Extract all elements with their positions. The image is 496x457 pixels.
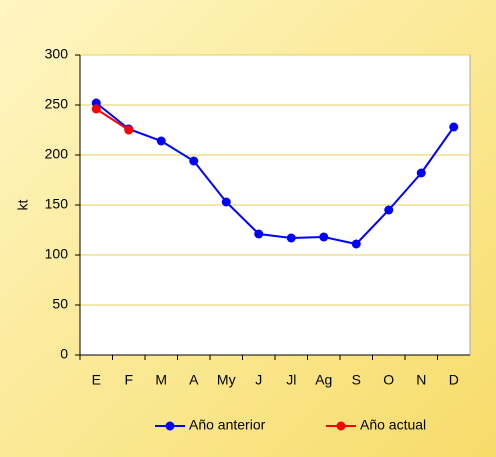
y-tick-label: 300 [45, 46, 69, 62]
x-tick-label: S [352, 372, 361, 388]
legend-marker [336, 421, 346, 431]
legend-marker [165, 421, 175, 431]
x-tick-label: My [217, 372, 236, 388]
data-point [91, 104, 101, 114]
data-point [286, 233, 296, 243]
x-tick-label: J [255, 372, 262, 388]
data-point [384, 205, 394, 215]
series-line [95, 108, 130, 131]
y-tick-label: 150 [45, 196, 69, 212]
x-tick-label: M [155, 372, 167, 388]
legend-label: Año actual [360, 417, 426, 433]
legend-label: Año anterior [189, 417, 266, 433]
data-point [351, 239, 361, 249]
y-tick-label: 250 [45, 96, 69, 112]
x-tick-label: E [92, 372, 101, 388]
y-tick-label: 0 [60, 346, 68, 362]
y-tick-label: 100 [45, 246, 69, 262]
y-tick-label: 200 [45, 146, 69, 162]
data-point [189, 156, 199, 166]
data-point [254, 229, 264, 239]
x-tick-label: O [383, 372, 394, 388]
data-point [416, 168, 426, 178]
x-tick-label: Jl [286, 372, 296, 388]
y-tick-label: 50 [52, 296, 68, 312]
x-tick-label: Ag [315, 372, 332, 388]
x-tick-label: A [189, 372, 199, 388]
y-axis-label: kt [15, 199, 31, 210]
data-point [449, 122, 459, 132]
data-point [319, 232, 329, 242]
x-tick-label: F [124, 372, 133, 388]
x-tick-label: N [416, 372, 426, 388]
data-point [124, 125, 134, 135]
series-line [95, 102, 455, 246]
x-tick-label: D [449, 372, 459, 388]
data-point [221, 197, 231, 207]
data-point [156, 136, 166, 146]
